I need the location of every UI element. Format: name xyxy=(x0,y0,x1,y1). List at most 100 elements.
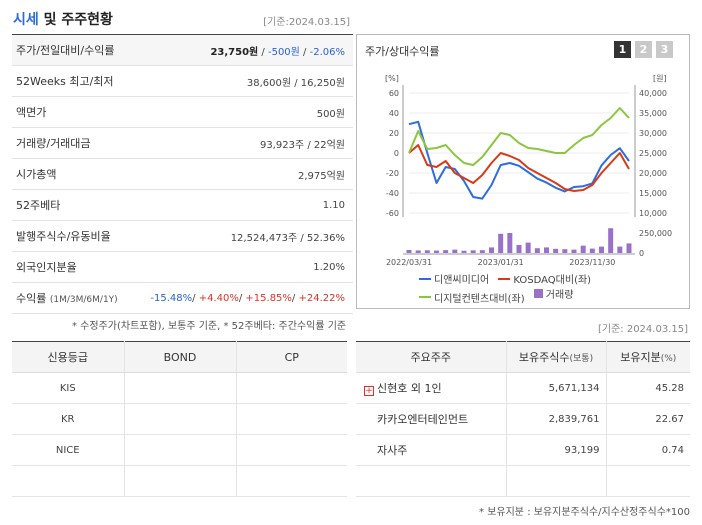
summary-row-price: 주가/전일대비/수익률 23,750원 / -500원 / -2.06% xyxy=(12,35,353,66)
summary-value: 93,923주 / 22억원 xyxy=(259,139,345,151)
holders-header: 보유지분(%) xyxy=(605,341,690,373)
holders-reference-date: [기준: 2024.03.15] xyxy=(597,324,688,335)
major-shareholders-table: 주요주주 보유주식수(보통) 보유지분(%) + 신현호 외 1인 5,671,1… xyxy=(356,341,690,497)
holder-percent: 0.74 xyxy=(605,434,690,466)
price-chart-panel: 주가/상대수익률 1 2 3 [%] [원] 60 40,000 40 35,000 20 3… xyxy=(356,34,690,309)
holder-name: + 신현호 외 1인 xyxy=(356,372,506,404)
summary-value: -15.48%/ +4.40%/ +15.85%/ +24.22% xyxy=(150,292,345,304)
volume-bar xyxy=(406,249,412,253)
summary-value: 12,524,473주 / 52.36% xyxy=(230,232,345,244)
volume-bar xyxy=(461,250,467,253)
summary-row-par-value: 액면가 500원 xyxy=(12,97,353,128)
chart-title: 주가/상대수익률 xyxy=(365,45,440,58)
holder-shares: 5,671,134 xyxy=(505,372,606,404)
holders-header: 주요주주 xyxy=(356,341,506,373)
legend-swatch xyxy=(498,277,511,280)
summary-label: 거래량/거래대금 xyxy=(16,137,91,150)
summary-label: 52주베타 xyxy=(16,199,61,212)
summary-label: 외국인지분율 xyxy=(16,261,77,274)
table-row: KIS xyxy=(12,372,347,404)
volume-bar xyxy=(415,250,421,253)
credit-header: BOND xyxy=(123,341,236,373)
volume-bar xyxy=(580,245,586,253)
legend-item-kosdaq: KOSDAQ대비(좌) xyxy=(498,271,591,286)
summary-value: 500원 xyxy=(316,108,345,120)
summary-label: 주가/전일대비/수익률 xyxy=(16,44,115,57)
kosdaq-relative-line xyxy=(408,144,630,192)
digital-content-relative-line xyxy=(408,107,630,166)
right-tick-label: 10,000 xyxy=(639,209,667,218)
holder-percent xyxy=(605,465,690,497)
holder-shares: 93,199 xyxy=(505,434,606,466)
table-row: + 신현호 외 1인 5,671,134 45.28 xyxy=(356,372,690,404)
volume-bar xyxy=(489,247,494,253)
volume-bar xyxy=(452,249,458,253)
volume-bar xyxy=(571,249,577,253)
volume-bar xyxy=(470,250,476,253)
x-tick-label: 2023/11/30 xyxy=(569,258,615,267)
summary-label: 수익률 (1M/3M/6M/1Y) xyxy=(16,292,118,305)
volume-bar xyxy=(562,249,568,253)
left-tick-label: -20 xyxy=(386,169,399,178)
volume-bar xyxy=(516,245,522,253)
volume-bar xyxy=(479,250,485,253)
volume-bar xyxy=(617,246,623,253)
holder-percent: 22.67 xyxy=(605,403,690,435)
volume-bar xyxy=(424,250,430,253)
right-unit-label: [원] xyxy=(653,74,667,83)
volume-bar xyxy=(599,246,604,253)
summary-row-volume: 거래량/거래대금 93,923주 / 22억원 xyxy=(12,128,353,159)
holders-footnote: * 보유지분 : 보유지분주식수/지수산정주식수*100 xyxy=(479,507,690,518)
chart-legend: 디앤씨미디어 KOSDAQ대비(좌) 디지털컨텐츠대비(좌) 거래량 xyxy=(419,271,679,305)
summary-value: 38,600원 / 16,250원 xyxy=(246,77,345,89)
holders-header: 보유주식수(보통) xyxy=(505,341,606,373)
summary-row-beta: 52주베타 1.10 xyxy=(12,190,353,221)
left-tick-label: 0 xyxy=(394,149,399,158)
left-tick-label: 60 xyxy=(389,89,399,98)
credit-header: CP xyxy=(235,341,347,373)
legend-swatch xyxy=(533,289,543,298)
chart-page-1-button[interactable]: 1 xyxy=(614,41,631,58)
summary-row-52weeks: 52Weeks 최고/최저 38,600원 / 16,250원 xyxy=(12,66,353,97)
left-tick-label: -40 xyxy=(386,189,399,198)
chart-page-2-button[interactable]: 2 xyxy=(635,41,652,58)
legend-item-stock: 디앤씨미디어 xyxy=(419,271,489,286)
holder-name xyxy=(356,465,506,497)
summary-value: 2,975억원 xyxy=(297,170,345,182)
summary-row-returns: 수익률 (1M/3M/6M/1Y) -15.48%/ +4.40%/ +15.8… xyxy=(12,283,353,314)
table-row: 카카오엔터테인먼트 2,839,761 22.67 xyxy=(356,403,690,435)
volume-bar xyxy=(608,228,614,253)
holder-name: 카카오엔터테인먼트 xyxy=(356,403,506,435)
price-summary-table: 주가/전일대비/수익률 23,750원 / -500원 / -2.06% 52W… xyxy=(12,34,353,314)
summary-label: 액면가 xyxy=(16,106,47,119)
reference-date: [기준:2024.03.15] xyxy=(263,17,350,28)
legend-item-volume: 거래량 xyxy=(533,286,573,301)
left-tick-label: -60 xyxy=(386,209,399,218)
credit-rating-table: 신용등급 BOND CP KIS KR NICE xyxy=(12,341,347,497)
volume-bar xyxy=(434,250,439,253)
summary-row-foreign: 외국인지분율 1.20% xyxy=(12,252,353,283)
legend-item-digital: 디지털컨텐츠대비(좌) xyxy=(419,290,525,305)
volume-tick-label: 250,000 xyxy=(639,229,672,238)
chart-page-3-button[interactable]: 3 xyxy=(656,41,673,58)
summary-footnote: * 수정주가(차트포함), 보통주 기준, * 52주베타: 주간수익률 기준 xyxy=(72,321,347,332)
summary-value: 23,750원 / -500원 / -2.06% xyxy=(210,46,345,58)
price-chart: [%] [원] 60 40,000 40 35,000 20 30,000 0 25,000 -20… xyxy=(385,74,672,267)
holder-percent: 45.28 xyxy=(605,372,690,404)
summary-value: 1.10 xyxy=(322,199,345,211)
chart-pager: 1 2 3 xyxy=(610,41,673,58)
summary-row-market-cap: 시가총액 2,975억원 xyxy=(12,159,353,190)
volume-bar xyxy=(507,233,513,253)
right-tick-label: 15,000 xyxy=(639,189,667,198)
right-tick-label: 40,000 xyxy=(639,89,667,98)
table-row xyxy=(12,465,347,497)
holder-shares: 2,839,761 xyxy=(505,403,606,435)
right-tick-label: 35,000 xyxy=(639,109,667,118)
table-row: NICE xyxy=(12,434,347,466)
volume-bar xyxy=(626,243,632,253)
holder-shares xyxy=(505,465,606,497)
section-header: 시세 및 주주현황 [기준:2024.03.15] xyxy=(0,0,352,34)
expand-plus-icon[interactable]: + xyxy=(364,386,374,396)
left-tick-label: 20 xyxy=(389,129,399,138)
summary-value: 1.20% xyxy=(313,261,345,273)
